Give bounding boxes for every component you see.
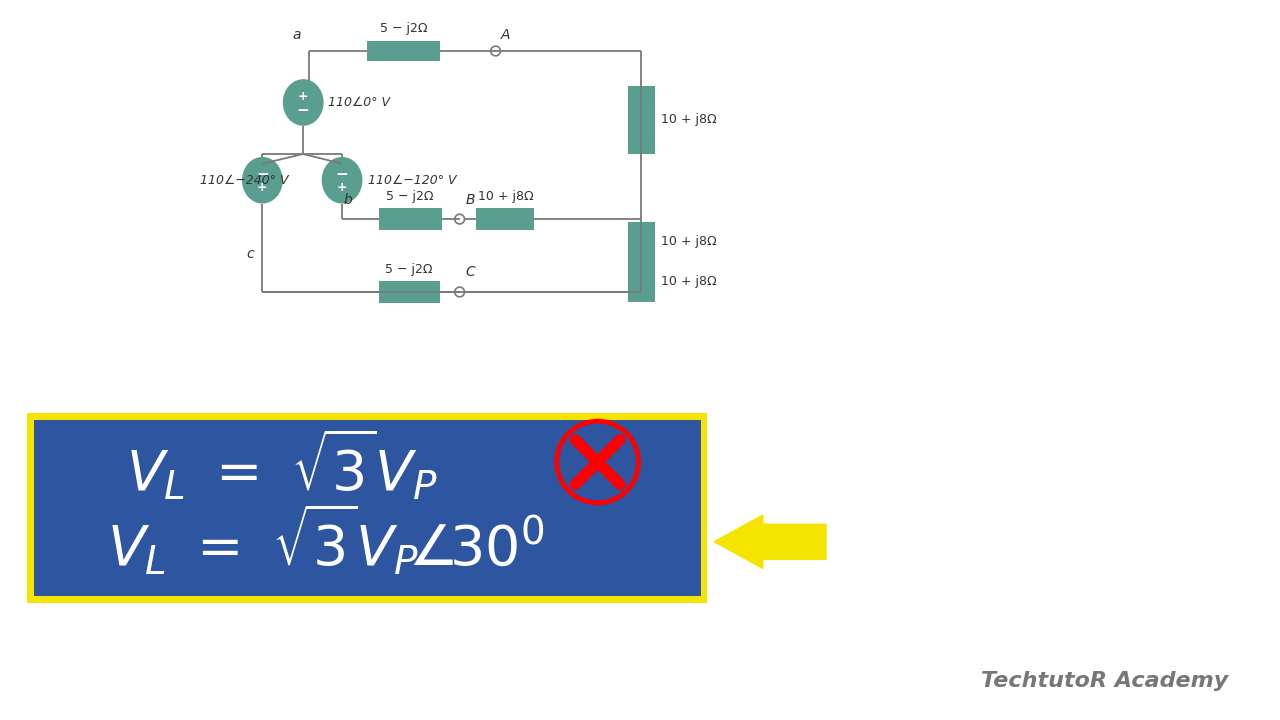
Text: $V_L\ =\ \sqrt{3}V_P$: $V_L\ =\ \sqrt{3}V_P$ (127, 428, 438, 503)
Text: +: + (337, 181, 347, 194)
Text: −: − (297, 103, 310, 118)
Text: C: C (466, 266, 475, 279)
Bar (35, 420, 700, 596)
Text: 10 + j8Ω: 10 + j8Ω (660, 235, 717, 248)
Text: 110∠0° V: 110∠0° V (329, 96, 390, 109)
Text: −: − (335, 167, 348, 182)
Bar (627, 222, 655, 261)
FancyArrow shape (714, 515, 826, 569)
Text: b: b (343, 192, 352, 207)
Text: TechtutoR Academy: TechtutoR Academy (982, 671, 1229, 690)
Text: 5 − j2Ω: 5 − j2Ω (387, 189, 434, 202)
Circle shape (490, 46, 500, 56)
Ellipse shape (321, 157, 362, 204)
Text: +: + (257, 181, 268, 194)
Bar (27, 413, 708, 603)
Ellipse shape (283, 79, 324, 126)
Circle shape (454, 287, 465, 297)
Bar (367, 41, 440, 60)
Text: $V_L\ =\ \sqrt{3}V_P\!\angle\! 30^0$: $V_L\ =\ \sqrt{3}V_P\!\angle\! 30^0$ (108, 503, 545, 577)
Text: a: a (293, 28, 301, 42)
Text: B: B (466, 192, 475, 207)
Circle shape (454, 215, 465, 224)
Bar (379, 282, 440, 302)
Text: +: + (298, 90, 308, 103)
Text: A: A (500, 28, 509, 42)
Bar (627, 261, 655, 302)
Text: 110∠−240° V: 110∠−240° V (200, 174, 289, 186)
Text: 10 + j8Ω: 10 + j8Ω (477, 189, 534, 202)
Text: 10 + j8Ω: 10 + j8Ω (660, 275, 717, 288)
Bar (476, 208, 535, 230)
Text: 10 + j8Ω: 10 + j8Ω (660, 114, 717, 127)
Text: 110∠−120° V: 110∠−120° V (369, 174, 457, 186)
Ellipse shape (557, 421, 639, 503)
Bar (627, 86, 655, 154)
Text: 5 − j2Ω: 5 − j2Ω (380, 22, 428, 35)
Ellipse shape (242, 157, 283, 204)
Bar (379, 208, 442, 230)
Text: 5 − j2Ω: 5 − j2Ω (385, 263, 433, 276)
Text: c: c (247, 247, 255, 261)
Text: −: − (256, 167, 269, 182)
